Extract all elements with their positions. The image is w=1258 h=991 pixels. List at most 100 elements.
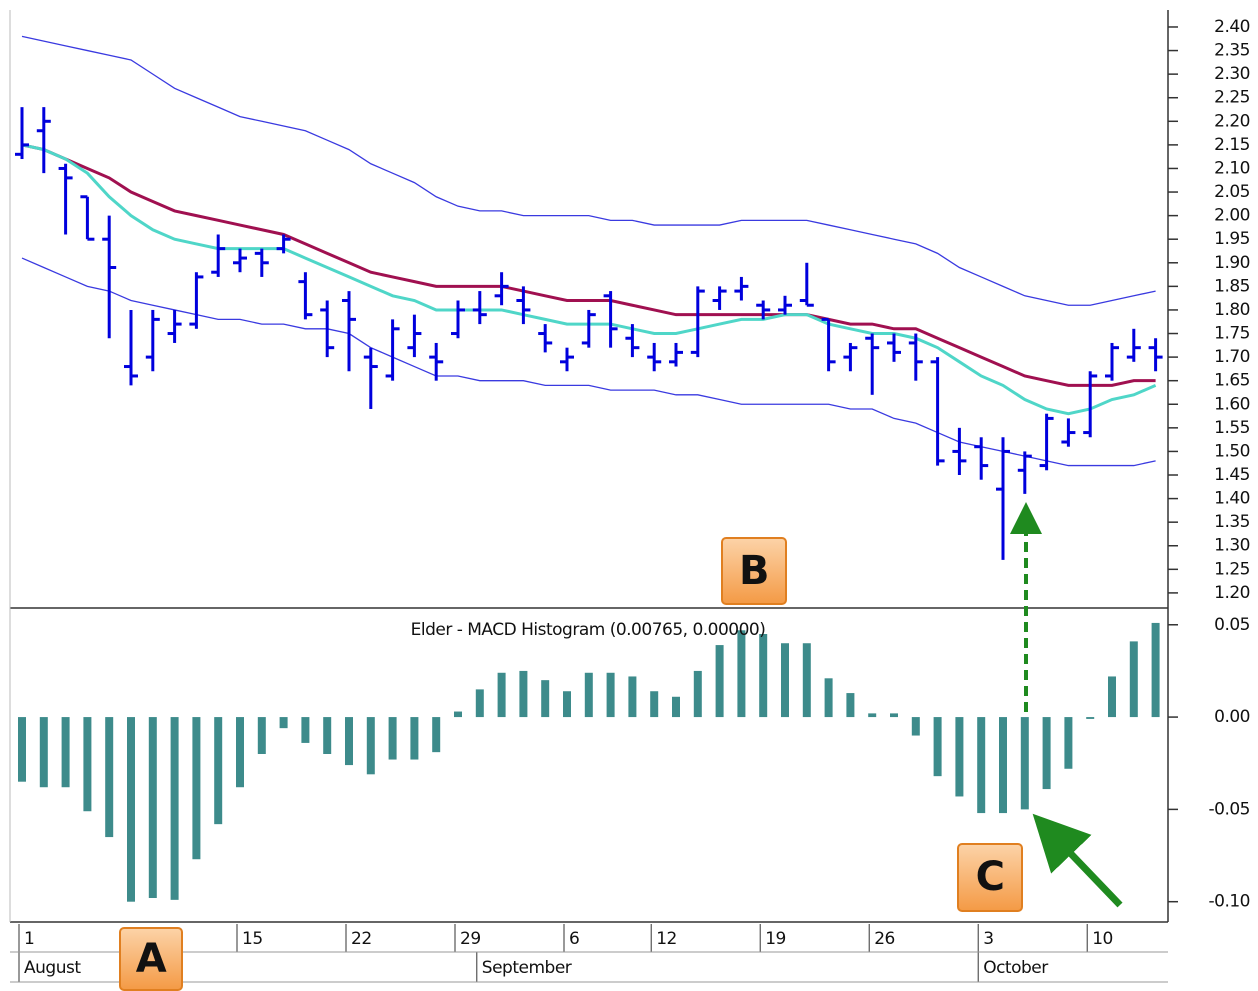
month-label: August bbox=[24, 958, 81, 978]
bar bbox=[759, 634, 768, 718]
bar bbox=[781, 643, 789, 718]
y-tick-label: 1.70 bbox=[1214, 347, 1250, 367]
y-tick-label: 0.05 bbox=[1214, 615, 1250, 635]
bar bbox=[541, 680, 550, 718]
bar bbox=[475, 689, 484, 718]
bar bbox=[127, 717, 135, 902]
bar bbox=[1151, 622, 1160, 718]
y-tick-label: 1.75 bbox=[1214, 324, 1250, 344]
y-tick-label: -0.10 bbox=[1209, 892, 1251, 912]
y-tick-label: 1.50 bbox=[1214, 441, 1250, 461]
x-tick-label: 19 bbox=[765, 929, 786, 949]
line bbox=[21, 35, 1156, 306]
x-tick-label: 29 bbox=[460, 929, 481, 949]
bar bbox=[911, 717, 920, 736]
bar bbox=[824, 678, 833, 718]
annotation: B bbox=[739, 548, 769, 594]
bar bbox=[1020, 717, 1029, 810]
bar bbox=[1129, 641, 1138, 718]
bar bbox=[584, 672, 593, 718]
annotation: C bbox=[976, 854, 1005, 900]
histogram-title: Elder - MACD Histogram (0.00765, 0.00000… bbox=[411, 620, 766, 640]
bar bbox=[192, 717, 201, 860]
bar bbox=[606, 672, 615, 718]
x-tick-label: 22 bbox=[351, 929, 372, 949]
y-tick-label: 2.30 bbox=[1214, 64, 1250, 84]
y-tick-label: 1.25 bbox=[1214, 559, 1250, 579]
x-tick-label: 12 bbox=[656, 929, 677, 949]
y-tick-label: 2.05 bbox=[1214, 182, 1250, 202]
bar bbox=[148, 717, 157, 898]
line bbox=[21, 143, 1156, 387]
x-tick-label: 15 bbox=[242, 929, 263, 949]
bar bbox=[846, 693, 855, 718]
month-label: September bbox=[482, 958, 572, 978]
x-tick-label: 26 bbox=[874, 929, 895, 949]
bar bbox=[955, 717, 964, 797]
y-tick-label: 1.60 bbox=[1214, 394, 1250, 414]
bar bbox=[693, 670, 702, 718]
y-tick-label: 1.55 bbox=[1214, 418, 1250, 438]
y-tick-label: 2.40 bbox=[1214, 17, 1250, 37]
bar bbox=[999, 717, 1007, 814]
annotation-box bbox=[721, 537, 787, 605]
bar bbox=[977, 717, 986, 814]
y-tick-label: 1.90 bbox=[1214, 253, 1250, 273]
bar bbox=[388, 717, 397, 760]
bar bbox=[105, 717, 114, 838]
month-label: October bbox=[983, 958, 1048, 978]
bar bbox=[628, 676, 637, 718]
x-tick-label: 1 bbox=[24, 929, 34, 949]
y-tick-label: -0.05 bbox=[1209, 799, 1251, 819]
bar bbox=[715, 645, 724, 718]
annotation-box bbox=[119, 927, 183, 991]
bar bbox=[890, 713, 898, 718]
y-tick-label: 2.15 bbox=[1214, 135, 1250, 155]
y-tick-label: 2.35 bbox=[1214, 41, 1250, 61]
bar bbox=[563, 691, 571, 718]
annotation: A bbox=[136, 936, 167, 982]
bar bbox=[802, 643, 811, 718]
bar bbox=[323, 717, 332, 754]
arrow bbox=[1032, 813, 1123, 908]
y-tick-label: 0.00 bbox=[1214, 707, 1250, 727]
x-tick-label: 6 bbox=[569, 929, 579, 949]
bar bbox=[257, 717, 266, 754]
y-tick-label: 2.25 bbox=[1214, 88, 1250, 108]
y-tick-label: 1.65 bbox=[1214, 371, 1250, 391]
y-tick-label: 1.85 bbox=[1214, 276, 1250, 296]
bar bbox=[236, 717, 244, 788]
y-tick-label: 1.45 bbox=[1214, 465, 1250, 485]
bar bbox=[1108, 676, 1116, 718]
y-tick-label: 1.80 bbox=[1214, 300, 1250, 320]
y-tick-label: 1.40 bbox=[1214, 489, 1250, 509]
bar bbox=[279, 717, 288, 729]
y-tick-label: 1.95 bbox=[1214, 229, 1250, 249]
bar bbox=[345, 717, 353, 766]
plot-area bbox=[10, 10, 1168, 922]
bar bbox=[868, 713, 877, 718]
annotation-box bbox=[957, 843, 1023, 912]
bar bbox=[366, 717, 375, 775]
bar bbox=[83, 717, 92, 812]
bar bbox=[1042, 717, 1051, 790]
y-tick-label: 2.20 bbox=[1214, 111, 1250, 131]
y-tick-label: 2.10 bbox=[1214, 158, 1250, 178]
y-tick-label: 1.30 bbox=[1214, 536, 1250, 556]
y-tick-label: 2.00 bbox=[1214, 206, 1250, 226]
bar bbox=[737, 630, 746, 718]
bar bbox=[454, 711, 462, 718]
x-tick-label: 10 bbox=[1092, 929, 1113, 949]
bar bbox=[672, 696, 680, 718]
bar bbox=[214, 717, 223, 825]
bar bbox=[18, 717, 26, 782]
bar bbox=[1086, 717, 1095, 719]
bar bbox=[650, 691, 659, 718]
bar bbox=[519, 670, 528, 718]
y-tick-label: 1.20 bbox=[1214, 583, 1250, 603]
bar bbox=[170, 717, 179, 900]
bar bbox=[61, 717, 70, 788]
bar bbox=[933, 717, 942, 777]
